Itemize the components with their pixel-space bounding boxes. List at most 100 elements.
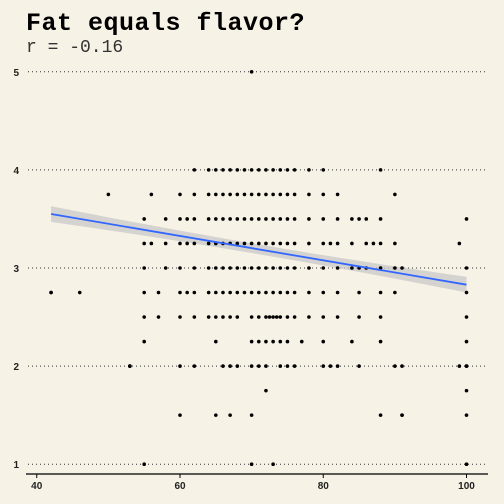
- data-point: [214, 217, 218, 221]
- data-point: [185, 217, 189, 221]
- data-point: [192, 168, 197, 172]
- data-point: [393, 266, 397, 270]
- data-point: [457, 364, 462, 368]
- data-point: [278, 241, 283, 246]
- data-point: [285, 217, 290, 221]
- data-point: [221, 315, 225, 319]
- data-point: [192, 266, 197, 270]
- data-point: [378, 339, 383, 344]
- data-point: [335, 266, 340, 270]
- data-point: [214, 168, 218, 172]
- x-tick-label: 40: [31, 481, 43, 492]
- data-point: [264, 192, 268, 197]
- data-point: [256, 217, 261, 221]
- y-tick-label: 3: [13, 264, 19, 275]
- data-point: [142, 217, 146, 221]
- data-point: [264, 290, 268, 295]
- data-point: [464, 315, 469, 319]
- data-point: [350, 339, 354, 344]
- data-point: [235, 217, 240, 221]
- data-point: [292, 168, 297, 172]
- data-point: [214, 413, 218, 417]
- data-point: [228, 168, 232, 172]
- data-point: [292, 290, 297, 295]
- data-point: [142, 339, 146, 344]
- data-point: [264, 241, 268, 246]
- data-point: [214, 266, 218, 270]
- data-point: [393, 290, 397, 295]
- data-point: [256, 339, 261, 344]
- data-point: [278, 315, 283, 319]
- data-point: [221, 217, 225, 221]
- data-point: [378, 168, 383, 172]
- data-point: [321, 364, 326, 368]
- x-tick-label: 100: [458, 481, 475, 492]
- data-point: [271, 290, 275, 295]
- data-point: [285, 339, 290, 344]
- fit-line: [50, 213, 467, 286]
- data-point: [178, 290, 182, 295]
- data-point: [178, 315, 182, 319]
- data-point: [357, 364, 361, 368]
- data-point: [335, 192, 340, 197]
- data-point: [142, 290, 146, 295]
- data-point: [464, 266, 469, 270]
- data-point: [321, 266, 326, 270]
- data-point: [256, 290, 261, 295]
- data-point: [321, 290, 326, 295]
- data-point: [299, 339, 304, 344]
- data-point: [242, 217, 247, 221]
- data-point: [256, 315, 261, 319]
- data-point: [235, 290, 240, 295]
- data-point: [163, 217, 168, 221]
- data-point: [178, 266, 182, 270]
- data-point: [350, 241, 354, 246]
- data-point: [242, 290, 247, 295]
- data-point: [464, 364, 469, 368]
- data-point: [206, 217, 211, 221]
- data-point: [249, 315, 254, 319]
- data-point: [228, 364, 232, 368]
- data-point: [378, 241, 383, 246]
- data-point: [235, 315, 240, 319]
- data-point: [267, 315, 272, 319]
- data-point: [221, 290, 225, 295]
- data-point: [235, 192, 240, 197]
- data-point: [249, 241, 254, 246]
- data-point: [292, 192, 297, 197]
- data-point: [321, 241, 326, 246]
- data-point: [357, 315, 361, 319]
- data-point: [264, 339, 268, 344]
- data-point: [264, 315, 268, 319]
- data-point: [307, 192, 311, 197]
- data-point: [278, 217, 283, 221]
- data-point: [321, 168, 326, 172]
- data-point: [400, 413, 404, 417]
- data-point: [464, 339, 469, 344]
- data-point: [378, 217, 383, 221]
- data-point: [271, 168, 275, 172]
- data-point: [264, 266, 268, 270]
- data-point: [77, 290, 82, 295]
- data-point: [357, 290, 361, 295]
- data-point: [307, 241, 311, 246]
- data-point: [192, 241, 197, 246]
- data-point: [271, 462, 275, 466]
- data-point: [328, 241, 333, 246]
- data-point: [242, 266, 247, 270]
- data-point: [464, 413, 469, 417]
- data-point: [249, 290, 254, 295]
- data-point: [307, 217, 311, 221]
- data-point: [235, 241, 240, 246]
- data-point: [206, 168, 211, 172]
- data-point: [221, 266, 225, 270]
- y-tick-label: 2: [13, 362, 19, 373]
- data-point: [278, 168, 283, 172]
- data-point: [364, 217, 369, 221]
- data-point: [214, 339, 218, 344]
- data-point: [185, 241, 189, 246]
- chart-subtitle: r = -0.16: [26, 38, 124, 58]
- data-point: [292, 315, 297, 319]
- data-point: [464, 290, 469, 295]
- data-point: [214, 192, 218, 197]
